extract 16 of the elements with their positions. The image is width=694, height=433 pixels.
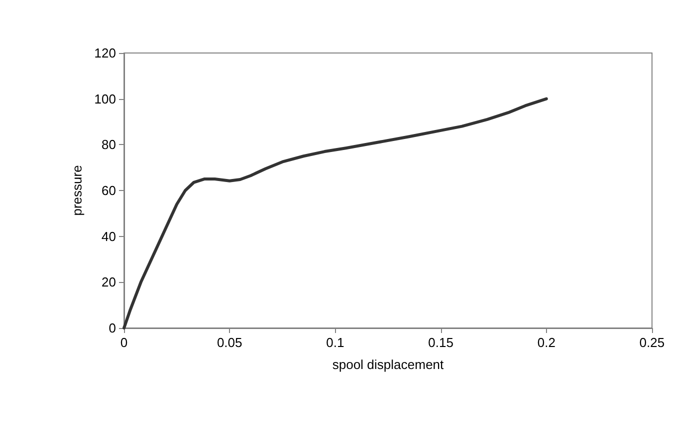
y-tick-label: 60: [102, 183, 116, 198]
y-tick-label: 20: [102, 274, 116, 290]
y-tick-label: 0: [108, 320, 116, 336]
y-tick-label: 100: [94, 91, 116, 106]
line-series: [122, 97, 548, 330]
y-tick-label: 120: [94, 46, 116, 60]
y-tick-label: 40: [102, 228, 116, 244]
x-tick-label: 0.1: [326, 335, 344, 350]
x-tick-label: 0: [120, 335, 128, 350]
x-tick-label: 0.15: [428, 335, 454, 350]
x-tick-label: 0.05: [216, 335, 242, 350]
y-axis-title: pressure: [69, 165, 84, 216]
x-axis-title: spool displacement: [332, 357, 444, 372]
x-tick-label: 0.2: [537, 335, 556, 350]
y-tick-label: 80: [102, 137, 116, 152]
x-tick-label: 0.25: [639, 335, 665, 350]
